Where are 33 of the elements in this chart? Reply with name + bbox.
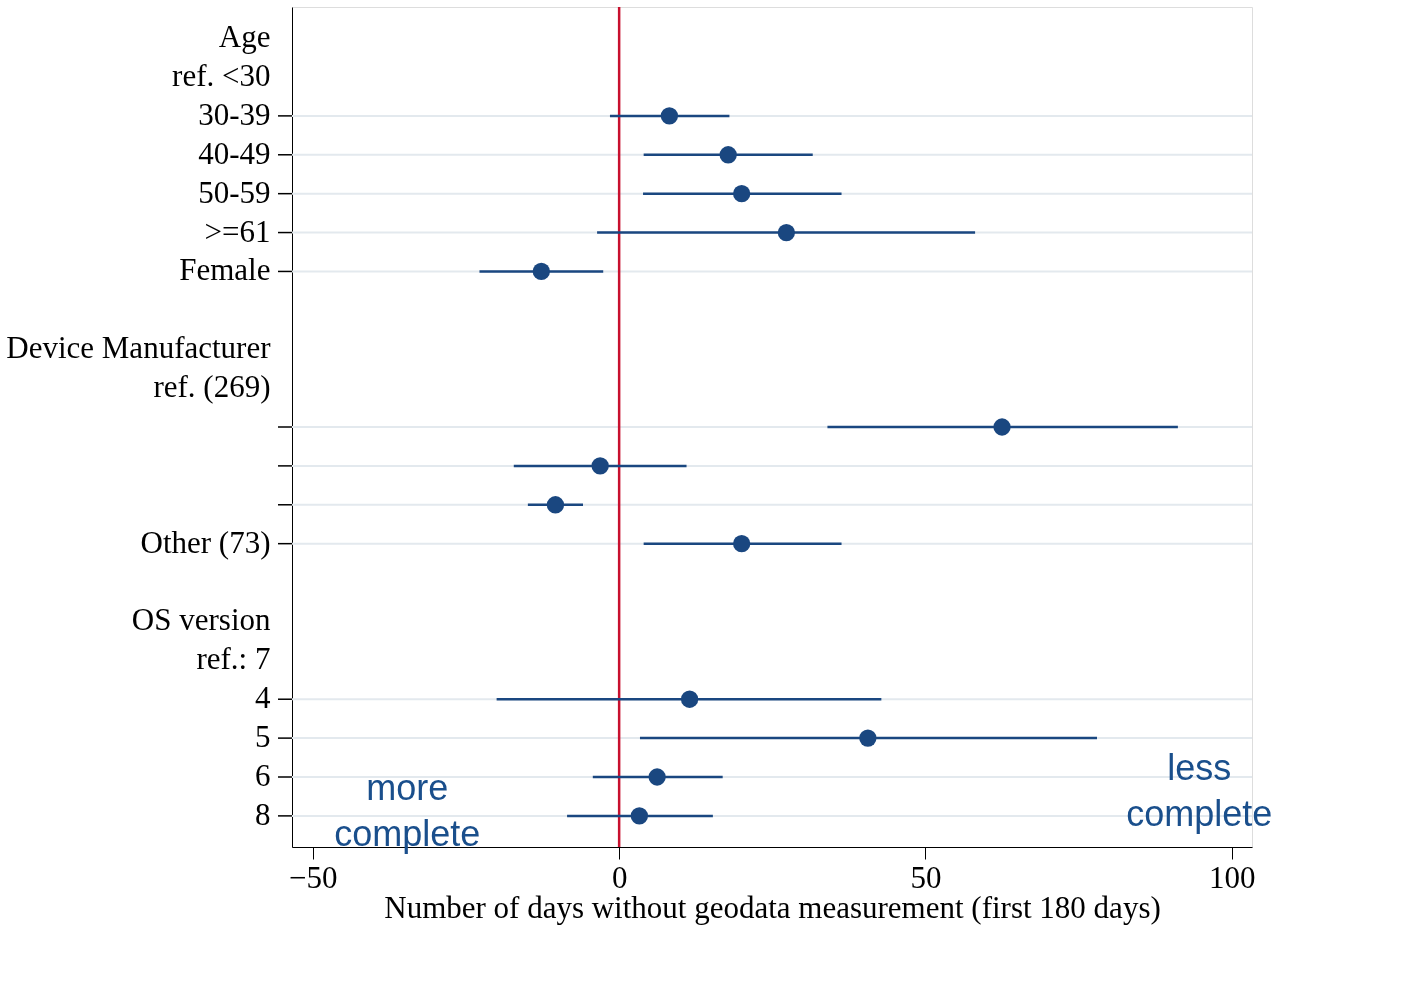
y-tick-label: ref.: 7 bbox=[196, 641, 271, 677]
point bbox=[733, 535, 751, 553]
point bbox=[680, 690, 699, 708]
point bbox=[777, 223, 796, 242]
y-tick-label: 30-39 bbox=[198, 96, 271, 132]
annotation: less complete bbox=[1126, 747, 1273, 834]
y-tick-label: ref. <30 bbox=[172, 58, 271, 93]
y-tick-label: Device Manufacturer bbox=[6, 330, 272, 366]
point bbox=[630, 807, 649, 825]
annotation: more complete bbox=[334, 767, 481, 854]
point bbox=[546, 496, 565, 514]
point bbox=[660, 107, 679, 125]
point bbox=[733, 185, 751, 203]
point bbox=[859, 729, 877, 747]
point bbox=[648, 768, 666, 786]
y-tick-label: OS version bbox=[131, 602, 271, 638]
y-tick-label: >=61 bbox=[204, 213, 271, 249]
y-tick-label: ref. (269) bbox=[153, 369, 271, 405]
y-tick-label: 6 bbox=[255, 758, 271, 793]
y-tick-label: Other (73) bbox=[140, 524, 271, 560]
point bbox=[532, 262, 550, 281]
point bbox=[719, 146, 737, 164]
point bbox=[993, 418, 1011, 436]
y-tick-label: 40-49 bbox=[198, 135, 271, 171]
y-tick-label: Age bbox=[218, 19, 271, 55]
y-tick-label: Female bbox=[179, 252, 271, 288]
x-tick-label: 100 bbox=[1209, 859, 1256, 895]
point bbox=[591, 457, 609, 475]
y-tick-label: 8 bbox=[255, 796, 271, 832]
y-tick-label: 5 bbox=[255, 719, 271, 755]
y-tick-label: 4 bbox=[255, 680, 271, 716]
x-tick-label: −50 bbox=[289, 859, 338, 895]
y-tick-label: 50-59 bbox=[198, 174, 271, 210]
